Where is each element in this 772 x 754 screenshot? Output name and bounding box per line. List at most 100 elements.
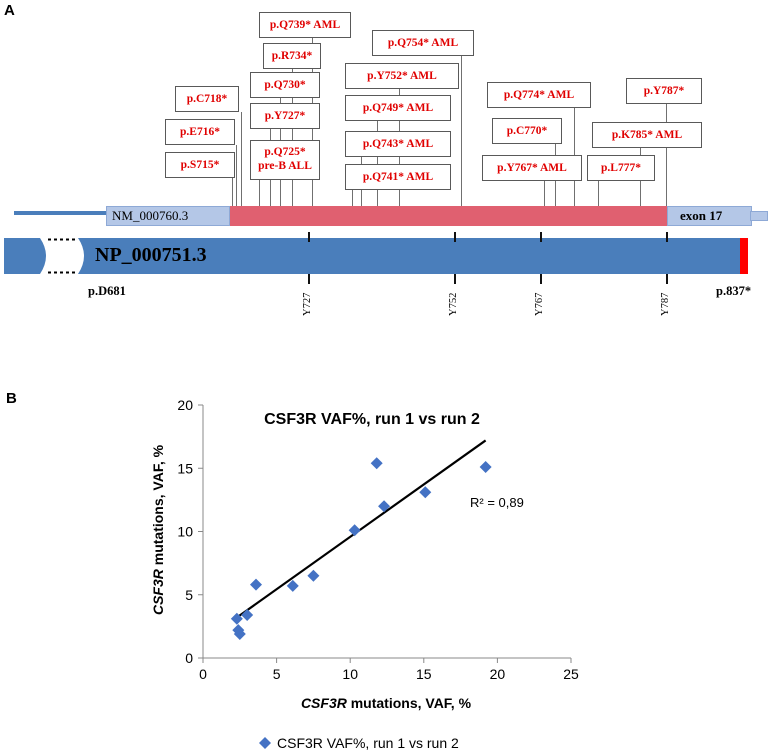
protein-label: NP_000751.3 <box>95 244 207 266</box>
site-label-y767: Y767 <box>534 292 545 316</box>
mutation-label-box: p.Q754* AML <box>372 30 474 56</box>
data-point <box>230 612 243 625</box>
mutation-label-box: p.Y787* <box>626 78 702 104</box>
data-point <box>286 579 299 592</box>
panel-b-label: B <box>6 390 17 407</box>
mutation-label-box: p.Q730* <box>250 72 320 98</box>
site-label-y787: Y787 <box>660 292 671 316</box>
mutation-label: p.Q749* AML <box>362 102 434 114</box>
mutation-label: p.Y727* <box>264 110 306 122</box>
mutation-label: p.Q754* AML <box>387 37 459 49</box>
x-axis-label-gene: CSF3R <box>301 695 348 711</box>
panel-a-label: A <box>4 2 15 19</box>
mutation-stem <box>598 181 599 206</box>
chart-title: CSF3R VAF%, run 1 vs run 2 <box>264 411 480 428</box>
mutation-label-box: p.Q774* AML <box>487 82 591 108</box>
data-point <box>232 624 245 637</box>
mutation-stem <box>232 178 233 206</box>
mutation-label-box: p.C770* <box>492 118 562 144</box>
mutation-stem <box>377 121 378 206</box>
exon-bar-left <box>106 206 230 226</box>
end-residue-label: p.837* <box>716 284 752 298</box>
mutation-label-box: p.R734* <box>263 43 321 69</box>
site-tick-y767-lower <box>540 274 542 284</box>
mutation-label: p.Y767* AML <box>497 162 567 174</box>
mutation-label-box: p.Q743* AML <box>345 131 451 157</box>
mutation-label: p.E716* <box>180 126 220 138</box>
terminal-exon-region <box>230 206 667 226</box>
site-tick-y767 <box>540 232 542 242</box>
mutation-label-box: p.Q741* AML <box>345 164 451 190</box>
mutation-stem <box>352 190 353 206</box>
mutation-stem <box>259 180 260 206</box>
exon-tail <box>750 211 768 221</box>
mutation-label-box: p.E716* <box>165 119 235 145</box>
mutation-label: p.Q739* AML <box>269 19 341 31</box>
data-point <box>241 608 254 621</box>
transcript-line <box>14 211 107 215</box>
mutation-label: p.C718* <box>186 93 228 105</box>
data-point <box>479 460 492 473</box>
y-axis-label: CSF3R mutations, VAF, % <box>150 444 166 615</box>
stop-codon-marker <box>740 238 748 274</box>
site-tick-y752 <box>454 232 456 242</box>
mutation-stem <box>461 56 462 206</box>
exon-label: exon 17 <box>680 208 723 223</box>
mutation-label-box: p.Y752* AML <box>345 63 459 89</box>
site-tick-y787 <box>666 232 668 242</box>
x-tick-label: 10 <box>342 666 358 682</box>
chart-axes: 0 5 10 15 20 0 5 10 15 20 25 <box>177 397 579 682</box>
x-axis-label: CSF3R mutations, VAF, % <box>301 695 472 711</box>
x-tick-label: 5 <box>273 666 281 682</box>
mutation-label: p.K785* AML <box>611 129 683 141</box>
transcript-label: NM_000760.3 <box>112 208 189 223</box>
mutation-stem <box>236 145 237 206</box>
mutation-stem <box>666 104 667 206</box>
site-tick-y752-lower <box>454 274 456 284</box>
mutation-label-box: p.Q749* AML <box>345 95 451 121</box>
trendline <box>236 439 487 619</box>
mutation-label: p.R734* <box>271 50 313 62</box>
mutation-label-box: p.K785* AML <box>592 122 702 148</box>
x-tick-label: 25 <box>563 666 579 682</box>
y-tick-label: 15 <box>177 460 193 476</box>
mutation-stem <box>292 69 293 206</box>
mutation-label: p.Q741* AML <box>362 171 434 183</box>
y-tick-label: 0 <box>185 650 193 666</box>
mutation-label-box: p.Y767* AML <box>482 155 582 181</box>
y-tick-label: 10 <box>177 524 193 540</box>
mutation-label-box: p.Y727* <box>250 103 320 129</box>
mutation-label-box: p.L777* <box>587 155 655 181</box>
site-tick-y727-lower <box>308 274 310 284</box>
mutation-label-box: p.Q725* pre-B ALL <box>250 140 320 180</box>
mutation-label: p.Q743* AML <box>362 138 434 150</box>
x-tick-label: 15 <box>416 666 432 682</box>
mutation-label: p.S715* <box>180 159 220 171</box>
mutation-label: p.Y752* AML <box>367 70 437 82</box>
site-tick-y727 <box>308 232 310 242</box>
mutation-label: p.Q725* <box>264 146 306 158</box>
mutation-disease-label: pre-B ALL <box>258 160 312 172</box>
trendline-path <box>236 439 487 619</box>
site-label-y727: Y727 <box>302 292 313 316</box>
site-tick-y787-lower <box>666 274 668 284</box>
data-point <box>378 500 391 513</box>
mutation-label-box: p.S715* <box>165 152 235 178</box>
mutation-label: p.Q774* AML <box>503 89 575 101</box>
y-axis-label-rest: mutations, VAF, % <box>150 444 166 569</box>
r-squared-label: R² = 0,89 <box>470 495 524 510</box>
data-point <box>307 569 320 582</box>
mutation-label-box: p.C718* <box>175 86 239 112</box>
protein-bar <box>4 238 740 274</box>
mutation-stem <box>241 112 242 206</box>
mutation-label: p.Q730* <box>264 79 306 91</box>
mutation-label: p.C770* <box>506 125 548 137</box>
start-residue-label: p.D681 <box>88 284 126 298</box>
x-tick-label: 0 <box>199 666 207 682</box>
x-axis-label-rest: mutations, VAF, % <box>347 695 472 711</box>
data-point <box>348 524 361 537</box>
legend-marker <box>259 737 271 749</box>
data-point <box>370 457 383 470</box>
mutation-label: p.Y787* <box>643 85 685 97</box>
data-point <box>233 627 246 640</box>
